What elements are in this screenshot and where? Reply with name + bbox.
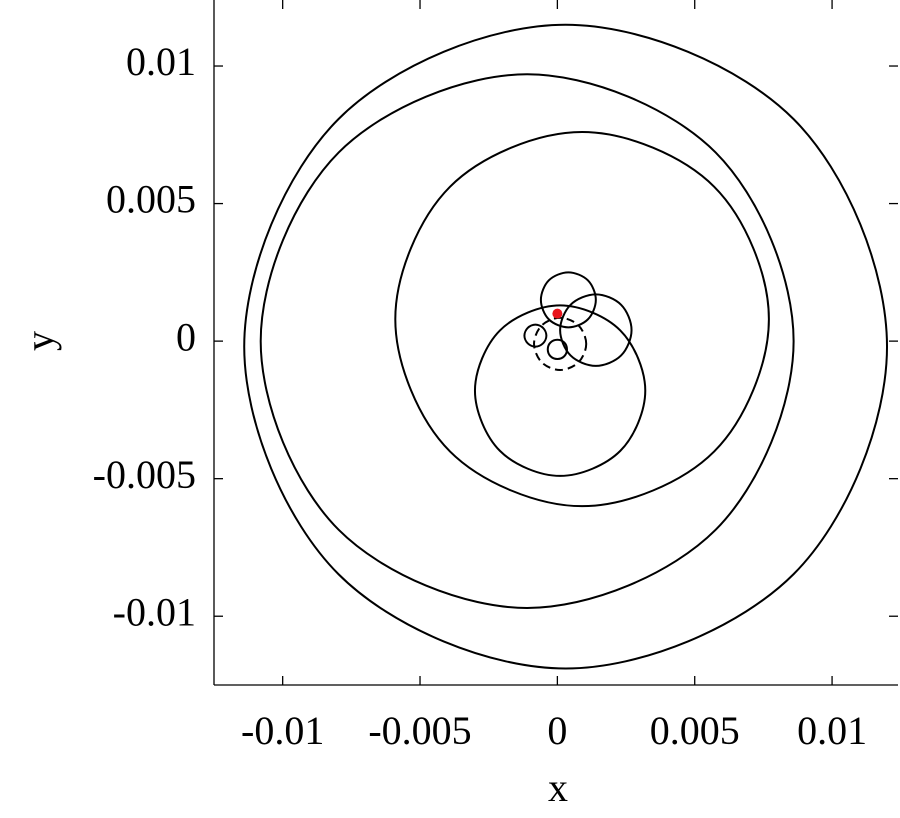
trajectory-loop — [539, 271, 597, 329]
y-axis-label: y — [17, 331, 62, 351]
x-tick-label: -0.01 — [241, 708, 324, 753]
x-tick-label: -0.005 — [368, 708, 471, 753]
x-tick-label: 0.01 — [797, 708, 867, 753]
y-tick-label: 0.005 — [106, 177, 196, 222]
trajectory-loop — [243, 23, 889, 670]
trajectory-loop — [523, 323, 548, 348]
trajectory-loop — [394, 131, 770, 508]
y-tick-label: -0.01 — [113, 589, 196, 634]
x-axis-label: x — [548, 765, 568, 810]
trajectory-loop — [559, 293, 633, 367]
x-tick-label: 0.005 — [650, 708, 740, 753]
trajectory-loop — [259, 73, 795, 609]
trajectory-loop — [533, 316, 588, 372]
y-tick-label: -0.005 — [93, 452, 196, 497]
marker — [552, 308, 563, 319]
x-tick-label: 0 — [547, 708, 567, 753]
trajectory-loop — [546, 338, 568, 361]
trajectory-loop — [473, 304, 647, 477]
y-tick-label: 0.01 — [126, 39, 196, 84]
y-tick-label: 0 — [176, 314, 196, 359]
